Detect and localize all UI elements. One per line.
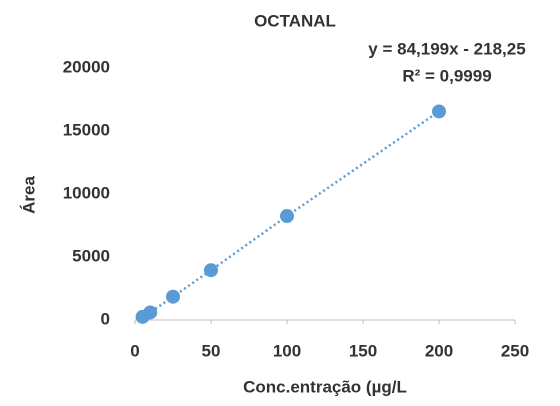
data-point: [166, 289, 180, 304]
equation: y = 84,199x - 218,25: [368, 39, 525, 58]
x-tick-label: 0: [130, 341, 139, 360]
x-tick-label: 100: [273, 341, 301, 360]
data-point: [280, 209, 294, 224]
data-point: [204, 263, 218, 278]
x-tick-label: 200: [425, 341, 453, 360]
x-tick-label: 150: [349, 341, 377, 360]
x-tick-label: 250: [501, 341, 529, 360]
y-tick-label: 0: [101, 309, 110, 328]
r-squared: R² = 0,9999: [402, 66, 491, 85]
y-axis-label: Área: [19, 176, 38, 214]
trendline: [141, 110, 440, 318]
y-tick-label: 15000: [63, 120, 110, 139]
data-point: [432, 104, 446, 119]
y-tick-label: 5000: [72, 246, 110, 265]
chart-title: OCTANAL: [254, 11, 336, 30]
y-tick-label: 10000: [63, 183, 110, 202]
y-tick-label: 20000: [63, 57, 110, 76]
data-point: [143, 305, 158, 320]
x-axis-label: Conc.entração (µg/L: [243, 377, 407, 396]
x-tick-label: 50: [202, 341, 221, 360]
